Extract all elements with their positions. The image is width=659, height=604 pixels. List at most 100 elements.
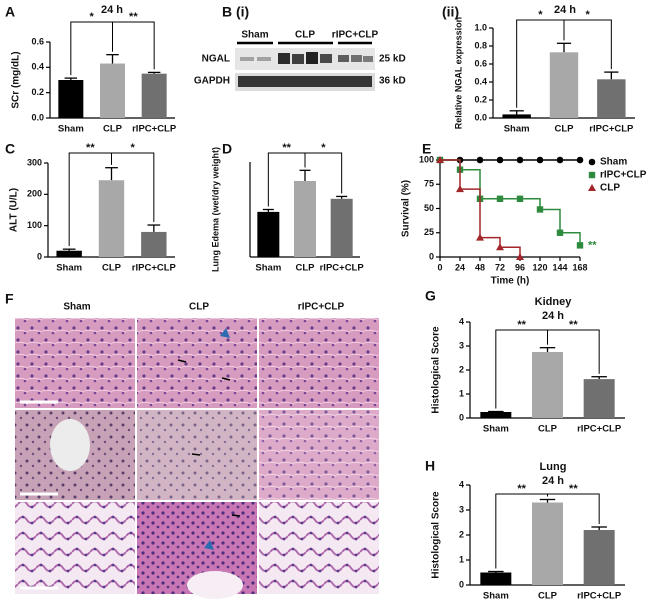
marker — [556, 229, 564, 236]
y-tick-label: 1 — [459, 554, 464, 564]
y-tick-label: 75 — [424, 179, 434, 189]
x-tick-label: CLP — [555, 124, 575, 135]
x-tick-label: CLP — [538, 591, 558, 602]
panel-label: (ii) — [442, 4, 459, 20]
size-label: 25 kD — [379, 54, 406, 65]
micrograph — [15, 502, 135, 594]
x-tick-label: Sham — [483, 591, 509, 602]
x-tick-label: rIPC+CLP — [577, 424, 622, 435]
bar — [583, 379, 615, 418]
y-tick-label: 2 — [459, 364, 464, 374]
y-axis-label: Relative NGAL expression — [453, 17, 463, 129]
y-tick-label: 2 — [459, 529, 464, 539]
column-label: Sham — [63, 302, 90, 313]
significance-label: ** — [282, 142, 291, 154]
bar — [141, 231, 167, 257]
x-tick-label: rIPC+CLP — [589, 124, 634, 135]
bar — [480, 412, 512, 418]
panel-label: D — [222, 141, 232, 157]
group-label: Sham — [241, 30, 268, 41]
arrows — [177, 359, 241, 517]
marker — [536, 156, 544, 164]
legend-label: Sham — [600, 157, 627, 168]
bar — [257, 211, 280, 257]
x-tick-label: Sham — [255, 263, 281, 274]
y-tick-label: 0.8 — [474, 40, 487, 50]
marker — [496, 195, 504, 202]
y-tick-label: 50 — [424, 203, 434, 213]
x-tick-label: CLP — [538, 424, 558, 435]
bar — [330, 198, 353, 257]
group-label: CLP — [295, 30, 315, 41]
panel-label: H — [425, 458, 435, 474]
significance-bracket — [304, 152, 343, 194]
x-axis-label: Time (h) — [491, 276, 530, 287]
blot-strip — [235, 48, 375, 70]
y-tick-label: 4 — [459, 479, 464, 489]
x-tick-label: Sham — [58, 124, 84, 135]
significance-label: * — [90, 11, 95, 23]
x-tick-label: rIPC+CLP — [320, 263, 365, 274]
chart-subtitle: 24 h — [542, 475, 564, 487]
bar — [532, 502, 563, 585]
bar — [597, 79, 626, 118]
y-tick-label: 0.6 — [474, 58, 487, 68]
y-axis-label: ALT (U/L) — [9, 188, 20, 232]
significance-label: * — [321, 142, 326, 154]
marker — [516, 195, 524, 202]
y-axis-label: SCr (mg/dL) — [11, 51, 22, 108]
airway — [187, 571, 243, 599]
chart-title: Lung — [540, 461, 567, 473]
significance-label: ** — [129, 11, 138, 23]
significance-label: ** — [569, 483, 578, 495]
x-tick-label: 168 — [572, 262, 587, 272]
legend-marker — [588, 184, 596, 191]
x-tick-label: 72 — [495, 262, 505, 272]
x-tick-label: rIPC+CLP — [577, 591, 622, 602]
bar — [480, 572, 512, 585]
marker — [576, 242, 584, 249]
x-tick-label: 0 — [437, 262, 442, 272]
y-axis-label: Histological Score — [431, 326, 442, 414]
bar — [583, 530, 615, 585]
significance-bracket — [111, 152, 155, 223]
arrowhead — [204, 540, 214, 550]
micrograph — [259, 410, 379, 500]
significance-bracket — [112, 21, 155, 70]
y-tick-label: 0.2 — [474, 94, 487, 104]
annotation: ** — [588, 239, 597, 251]
panel-label: B (i) — [222, 4, 249, 20]
legend-marker — [588, 158, 596, 166]
significance-label: * — [538, 9, 543, 21]
significance-bracket — [547, 493, 600, 524]
y-tick-label: 0 — [37, 251, 42, 261]
y-axis-label: Survival (%) — [401, 180, 412, 237]
marker — [556, 156, 564, 164]
blot-bands — [238, 52, 373, 87]
y-tick-label: 100 — [419, 154, 434, 164]
significance-bracket — [563, 19, 612, 70]
y-tick-label: 0.0 — [474, 112, 487, 122]
legend-marker — [588, 171, 596, 179]
significance-label: * — [586, 9, 591, 21]
micrograph — [259, 318, 379, 408]
western-blot: B (i) Sham CLP rIPC+CLP NGAL GAPDH 25 kD… — [194, 4, 406, 91]
x-tick-label: Sham — [504, 124, 530, 135]
y-tick-label: 0 — [429, 251, 434, 261]
marker — [516, 156, 524, 164]
size-label: 36 kD — [379, 76, 406, 87]
bar — [502, 114, 531, 118]
x-tick-label: Sham — [56, 263, 82, 274]
row-label: NGAL — [202, 54, 230, 65]
chart-title: 24 h — [554, 4, 576, 16]
x-tick-label: 24 — [455, 262, 465, 272]
marker — [496, 243, 504, 251]
significance-label: ** — [517, 319, 526, 331]
y-axis-label: Histological Score — [431, 491, 442, 579]
x-tick-label: 144 — [552, 262, 567, 272]
y-tick-label: 3 — [459, 504, 464, 514]
x-tick-label: CLP — [296, 263, 316, 274]
significance-label: * — [131, 142, 136, 154]
panel-label: A — [5, 4, 15, 20]
